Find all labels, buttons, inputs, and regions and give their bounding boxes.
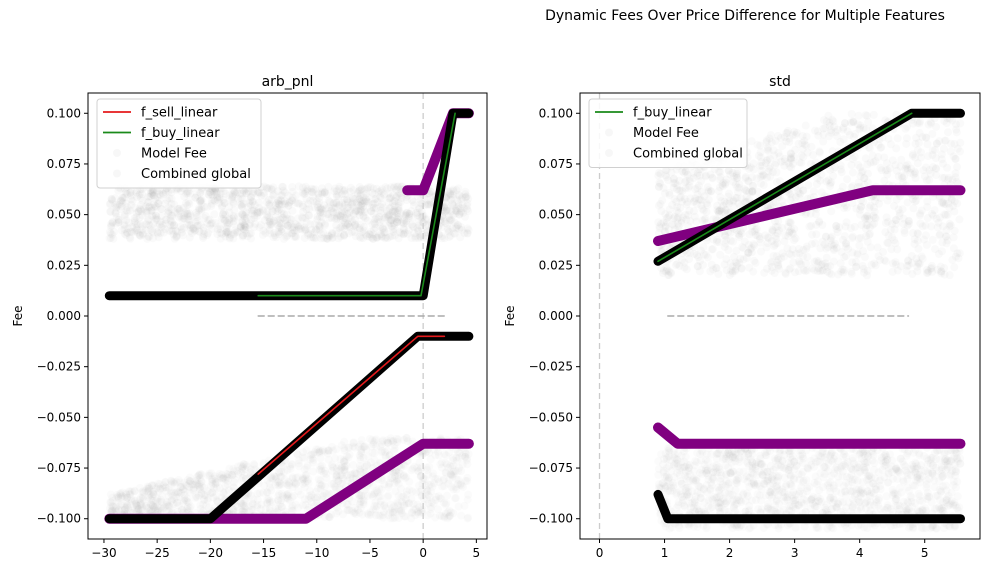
y-tick-label: 0.025 [47,258,81,272]
x-tick-label: 5 [473,546,481,560]
series-line-combined-global-sell [653,489,965,524]
y-tick-label: 0.000 [47,309,81,323]
x-tick-label: −15 [251,546,276,560]
y-tick-label: −0.025 [37,360,81,374]
y-tick-label: 0.075 [47,157,81,171]
x-tick-label: −5 [361,546,379,560]
scatter-cloud [105,182,473,243]
y-tick-label: 0.100 [539,106,573,120]
x-tick-label: 3 [791,546,799,560]
x-tick-label: 0 [596,546,604,560]
subplot-title: std [769,74,791,90]
y-axis-label: Fee [11,305,25,326]
legend-box [588,98,748,168]
legend-swatch [113,169,121,178]
y-tick-label: 0.075 [539,157,573,171]
x-tick-label: −25 [144,546,169,560]
series-line-f-sell-linear [257,335,446,475]
legend-label: f_sell_linear [141,106,218,121]
y-tick-label: −0.100 [37,512,81,526]
series-line-f-buy-linear [657,112,913,263]
x-tick-label: 5 [921,546,929,560]
subplot-arb-pnl: −30 −25 −20 −15 −10 −5 0 5 −0.100 −0.075 −0.050 −0.… [11,74,488,560]
series-line-model-fee-sell [653,422,966,449]
y-tick-label: 0.025 [539,258,573,272]
y-tick-label: 0.000 [539,309,573,323]
x-tick-label: 4 [856,546,864,560]
y-tick-label: 0.050 [47,208,81,222]
y-tick-label: 0.100 [47,106,81,120]
x-tick-label: −30 [91,546,116,560]
y-tick-label: −0.050 [37,410,81,424]
legend-label: f_buy_linear [633,106,712,121]
legend-label: Combined global [141,167,251,182]
figure-title: Dynamic Fees Over Price Difference for M… [545,8,945,24]
subplot-title: arb_pnl [262,74,314,90]
series-line-f-buy-linear [257,112,456,297]
y-tick-label: −0.025 [529,360,573,374]
legend-swatch [605,149,613,157]
y-tick-label: −0.075 [37,461,81,475]
legend-box [96,98,262,189]
legend-label: f_buy_linear [141,126,220,141]
legend-label: Model Fee [141,147,207,162]
y-tick-label: −0.100 [529,512,573,526]
x-tick-label: −10 [304,546,329,560]
y-tick-label: −0.075 [529,461,573,475]
legend-swatch [113,149,121,157]
legend-label: Model Fee [633,126,699,141]
y-tick-label: 0.050 [539,208,573,222]
x-tick-label: 1 [661,546,669,560]
x-tick-label: −20 [198,546,223,560]
legend: f_buy_linear Model Fee Combined global [588,98,748,168]
y-axis-label: Fee [503,305,517,326]
subplot-std: 0 1 2 3 4 5 −0.100 −0.075 −0.050 −0.025 0.000 0.025… [503,74,981,560]
legend: f_sell_linear f_buy_linear Model Fee Combin… [96,98,262,189]
y-tick-label: −0.050 [529,410,573,424]
legend-swatch [605,128,613,137]
x-tick-label: 2 [726,546,734,560]
x-tick-label: 0 [419,546,427,560]
legend-label: Combined global [633,147,743,162]
